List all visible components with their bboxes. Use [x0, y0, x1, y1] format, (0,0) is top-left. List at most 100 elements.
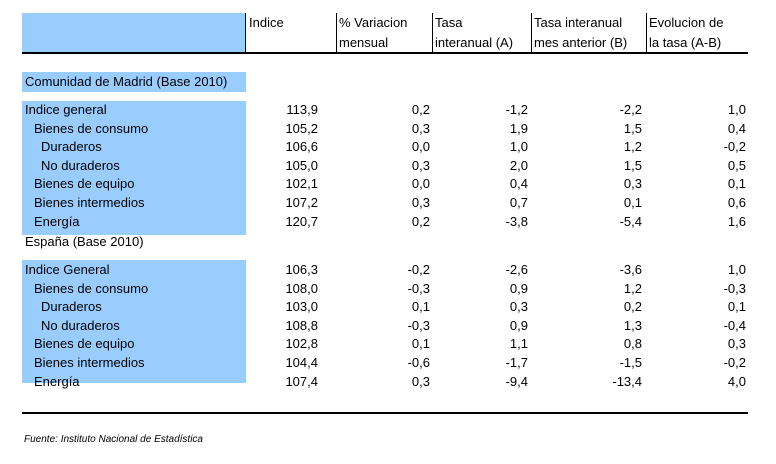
header-tasa-line2: interanual (A): [435, 35, 514, 50]
row-label: Bienes intermedios: [34, 355, 145, 370]
madrid-title-bg: [22, 72, 246, 92]
header-tasa-mes-line2: mes anterior (B): [534, 35, 628, 50]
row-value: 1,5: [623, 157, 642, 173]
row-value: -0,2: [407, 262, 430, 277]
header-variacion-line1: % Variacion: [339, 15, 408, 30]
madrid-label-column-bg: [22, 101, 246, 235]
row-value: 0,3: [727, 336, 746, 352]
header-label-cell: [22, 13, 246, 53]
row-label: Bienes de consumo: [34, 280, 149, 296]
section-title-espana: España (Base 2010): [25, 234, 144, 249]
row-value: 102,8: [285, 336, 318, 352]
row-value: 1,5: [623, 120, 642, 136]
row-value: 0,3: [411, 157, 430, 173]
row-value: 0,4: [727, 120, 746, 136]
row-value: 0,7: [509, 195, 528, 210]
row-value: 0,2: [411, 213, 430, 229]
row-value: 0,4: [509, 176, 528, 192]
row-value: 0,3: [411, 195, 430, 210]
header-divider: [245, 13, 246, 53]
header-tasa: Tasa interanual (A): [435, 13, 513, 53]
row-value: 2,0: [509, 157, 528, 173]
row-value: 108,0: [285, 280, 318, 296]
header-tasa-mes: Tasa interanual mes anterior (B): [534, 13, 627, 53]
row-value: 120,7: [285, 213, 318, 229]
row-value: -1,7: [505, 355, 528, 370]
row-label: Bienes de consumo: [34, 120, 149, 136]
row-value: -0,3: [723, 280, 746, 296]
row-value: 1,9: [509, 120, 528, 136]
row-label: Bienes de equipo: [34, 336, 135, 352]
row-value: -2,2: [619, 102, 642, 117]
row-value: -2,6: [505, 262, 528, 277]
row-value: -1,2: [505, 102, 528, 117]
row-value: 105,2: [285, 120, 318, 136]
row-label: Energía: [34, 373, 80, 389]
row-label: Indice general: [25, 102, 107, 117]
row-value: 1,0: [727, 262, 746, 277]
row-label: Bienes de equipo: [34, 176, 135, 192]
row-value: 1,6: [727, 213, 746, 229]
header-evolucion: Evolucion de la tasa (A-B): [649, 13, 723, 53]
row-label: Energía: [34, 213, 80, 229]
row-value: 0,3: [411, 120, 430, 136]
row-value: -0,3: [407, 317, 430, 333]
row-value: 0,1: [411, 299, 430, 315]
row-value: -1,5: [619, 355, 642, 370]
header-divider: [646, 13, 647, 53]
row-value: 1,0: [509, 139, 528, 155]
row-value: 0,9: [509, 317, 528, 333]
row-label: Indice General: [25, 262, 110, 277]
row-value: 107,2: [285, 195, 318, 210]
table-bottom-rule: [22, 412, 748, 414]
row-value: 0,3: [411, 373, 430, 389]
row-value: 106,3: [285, 262, 318, 277]
row-value: 0,0: [411, 139, 430, 155]
row-value: -0,2: [723, 355, 746, 370]
header-divider: [336, 13, 337, 53]
row-value: 0,6: [727, 195, 746, 210]
header-indice: Indice: [249, 15, 284, 30]
row-value: -3,6: [619, 262, 642, 277]
row-value: -9,4: [505, 373, 528, 389]
row-value: 0,2: [623, 299, 642, 315]
header-bottom-rule: [22, 52, 748, 54]
row-value: 106,6: [285, 139, 318, 155]
row-value: -13,4: [612, 373, 642, 389]
header-divider: [432, 13, 433, 53]
row-value: 4,0: [727, 373, 746, 389]
header-divider: [531, 13, 532, 53]
row-value: 0,8: [623, 336, 642, 352]
row-value: 108,8: [285, 317, 318, 333]
section-title-madrid: Comunidad de Madrid (Base 2010): [25, 74, 228, 89]
row-label: Duraderos: [41, 299, 102, 315]
row-value: 1,3: [623, 317, 642, 333]
row-value: -0,6: [407, 355, 430, 370]
header-evolucion-line2: la tasa (A-B): [649, 35, 722, 50]
row-label: No duraderos: [41, 157, 120, 173]
row-value: 0,5: [727, 157, 746, 173]
row-value: 0,1: [727, 299, 746, 315]
row-value: 1,2: [623, 139, 642, 155]
header-tasa-line1: Tasa: [435, 15, 463, 30]
header-tasa-mes-line1: Tasa interanual: [534, 15, 623, 30]
row-label: No duraderos: [41, 317, 120, 333]
row-value: 0,0: [411, 176, 430, 192]
row-value: 1,0: [727, 102, 746, 117]
row-value: 0,1: [623, 195, 642, 210]
row-value: 103,0: [285, 299, 318, 315]
row-value: 107,4: [285, 373, 318, 389]
header-variacion: % Variacion mensual: [339, 13, 407, 53]
header-indice-cell: [246, 13, 336, 53]
row-value: 0,2: [411, 102, 430, 117]
row-value: -5,4: [619, 213, 642, 229]
header-variacion-line2: mensual: [339, 35, 389, 50]
row-value: 0,3: [623, 176, 642, 192]
row-value: 0,3: [509, 299, 528, 315]
row-value: 102,1: [285, 176, 318, 192]
row-value: 104,4: [285, 355, 318, 370]
row-value: -0,4: [723, 317, 746, 333]
header-evolucion-line1: Evolucion de: [649, 15, 724, 30]
espana-label-column-bg: [22, 260, 246, 383]
